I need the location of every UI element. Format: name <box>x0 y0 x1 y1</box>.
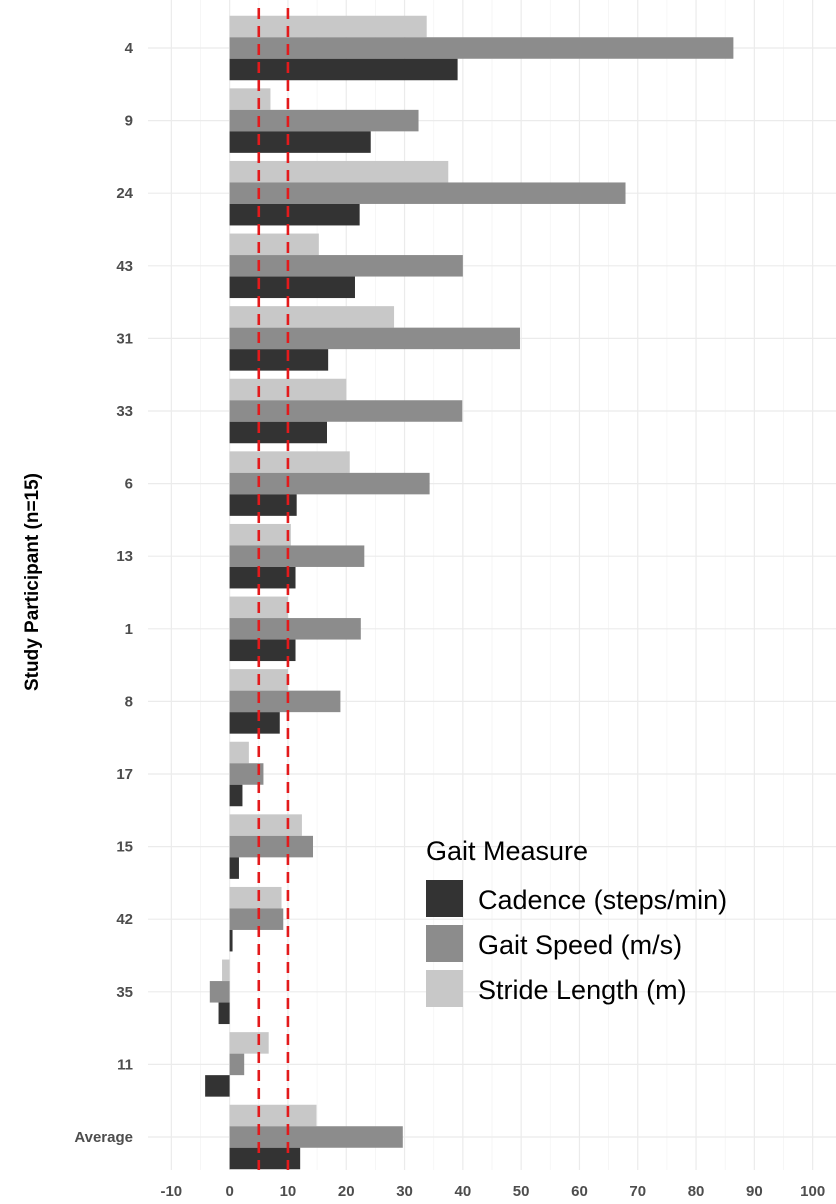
bar-stride-15 <box>229 814 302 836</box>
bar-gait-17 <box>229 763 264 785</box>
y-tick-label-11: 11 <box>117 1056 133 1073</box>
bar-cadence-15 <box>229 857 239 879</box>
y-tick-label-35: 35 <box>116 984 133 1001</box>
bar-gait-9 <box>229 109 419 132</box>
bar-gait-1 <box>229 618 361 640</box>
x-tick-label-60: 60 <box>571 1183 588 1200</box>
bar-cadence-43 <box>229 276 355 299</box>
bar-cadence-33 <box>229 421 327 444</box>
y-tick-label-15: 15 <box>116 839 133 856</box>
bar-gait-33 <box>229 400 463 422</box>
x-tick-label-30: 30 <box>396 1183 413 1200</box>
bar-gait-6 <box>229 472 430 495</box>
bar-cadence-1 <box>229 639 296 662</box>
bar-cadence-average <box>229 1147 301 1170</box>
bar-gait-4 <box>229 37 734 59</box>
x-tick-label-100: 100 <box>800 1183 825 1200</box>
y-tick-label-6: 6 <box>125 476 133 493</box>
x-tick-label-0: 0 <box>225 1183 233 1200</box>
legend-title: Gait Measure <box>426 836 588 866</box>
y-tick-label-33: 33 <box>116 403 133 420</box>
y-tick-label-13: 13 <box>116 548 133 565</box>
bar-cadence-17 <box>229 784 243 807</box>
bar-cadence-11 <box>205 1075 230 1097</box>
bar-cadence-42 <box>229 929 233 952</box>
bar-stride-43 <box>229 233 319 256</box>
bar-cadence-13 <box>229 566 296 589</box>
bar-stride-35 <box>222 959 230 982</box>
x-tick-label-40: 40 <box>455 1183 472 1200</box>
x-tick-label-50: 50 <box>513 1183 530 1200</box>
bar-gait-15 <box>229 835 314 858</box>
bar-stride-17 <box>229 741 249 764</box>
bar-cadence-6 <box>229 494 297 516</box>
reference-lines <box>257 8 290 1170</box>
bar-stride-24 <box>229 160 449 183</box>
y-tick-label-43: 43 <box>116 258 133 275</box>
bar-cadence-35 <box>218 1002 230 1025</box>
y-tick-label-24: 24 <box>116 185 133 202</box>
bar-cadence-9 <box>229 131 371 153</box>
legend-swatch-2 <box>426 970 463 1007</box>
bar-cadence-31 <box>229 349 329 371</box>
x-tick-label--10: -10 <box>160 1183 182 1200</box>
bar-gait-11 <box>229 1053 245 1076</box>
bar-gait-42 <box>229 908 284 930</box>
x-tick-label-90: 90 <box>746 1183 763 1200</box>
bar-stride-6 <box>229 451 350 473</box>
x-tick-labels: -10 0 10 20 30 40 50 60 70 80 90 100 <box>160 1183 825 1200</box>
y-tick-label-9: 9 <box>125 113 133 130</box>
y-tick-label-4: 4 <box>125 40 134 57</box>
bars <box>205 15 734 1170</box>
bar-gait-13 <box>229 545 365 567</box>
y-tick-label-1: 1 <box>125 621 133 638</box>
y-tick-label-average: Average <box>74 1129 133 1146</box>
bar-gait-24 <box>229 182 626 204</box>
y-tick-label-42: 42 <box>116 911 133 928</box>
legend-swatch-1 <box>426 925 463 962</box>
bar-gait-31 <box>229 327 520 350</box>
bar-stride-42 <box>229 886 282 909</box>
y-tick-label-31: 31 <box>116 330 133 347</box>
y-tick-labels: 4 9 24 43 31 33 6 13 1 8 17 15 42 35 11 Average <box>74 40 133 1146</box>
legend-label-0: Cadence (steps/min) <box>478 885 727 915</box>
y-tick-label-17: 17 <box>116 766 133 783</box>
x-tick-label-70: 70 <box>629 1183 646 1200</box>
legend-label-2: Stride Length (m) <box>478 975 687 1005</box>
bar-stride-average <box>229 1104 317 1127</box>
bar-cadence-8 <box>229 712 280 734</box>
bar-gait-35 <box>209 981 230 1003</box>
bar-stride-31 <box>229 306 395 328</box>
legend: Gait Measure Cadence (steps/min) Gait Spe… <box>426 836 727 1007</box>
bar-gait-43 <box>229 255 463 277</box>
bar-stride-11 <box>229 1032 269 1054</box>
legend-label-1: Gait Speed (m/s) <box>478 930 682 960</box>
bar-stride-9 <box>229 88 271 110</box>
y-axis-title: Study Participant (n=15) <box>22 473 43 691</box>
bar-gait-average <box>229 1126 403 1148</box>
x-tick-label-20: 20 <box>338 1183 355 1200</box>
x-tick-label-80: 80 <box>688 1183 705 1200</box>
bar-stride-4 <box>229 15 427 38</box>
legend-items: Cadence (steps/min) Gait Speed (m/s) Strid… <box>426 880 727 1007</box>
bar-stride-13 <box>229 523 291 546</box>
bar-gait-8 <box>229 690 341 713</box>
legend-swatch-0 <box>426 880 463 917</box>
bar-cadence-4 <box>229 58 458 81</box>
x-tick-label-10: 10 <box>280 1183 297 1200</box>
y-tick-label-8: 8 <box>125 693 133 710</box>
bar-cadence-24 <box>229 203 360 226</box>
